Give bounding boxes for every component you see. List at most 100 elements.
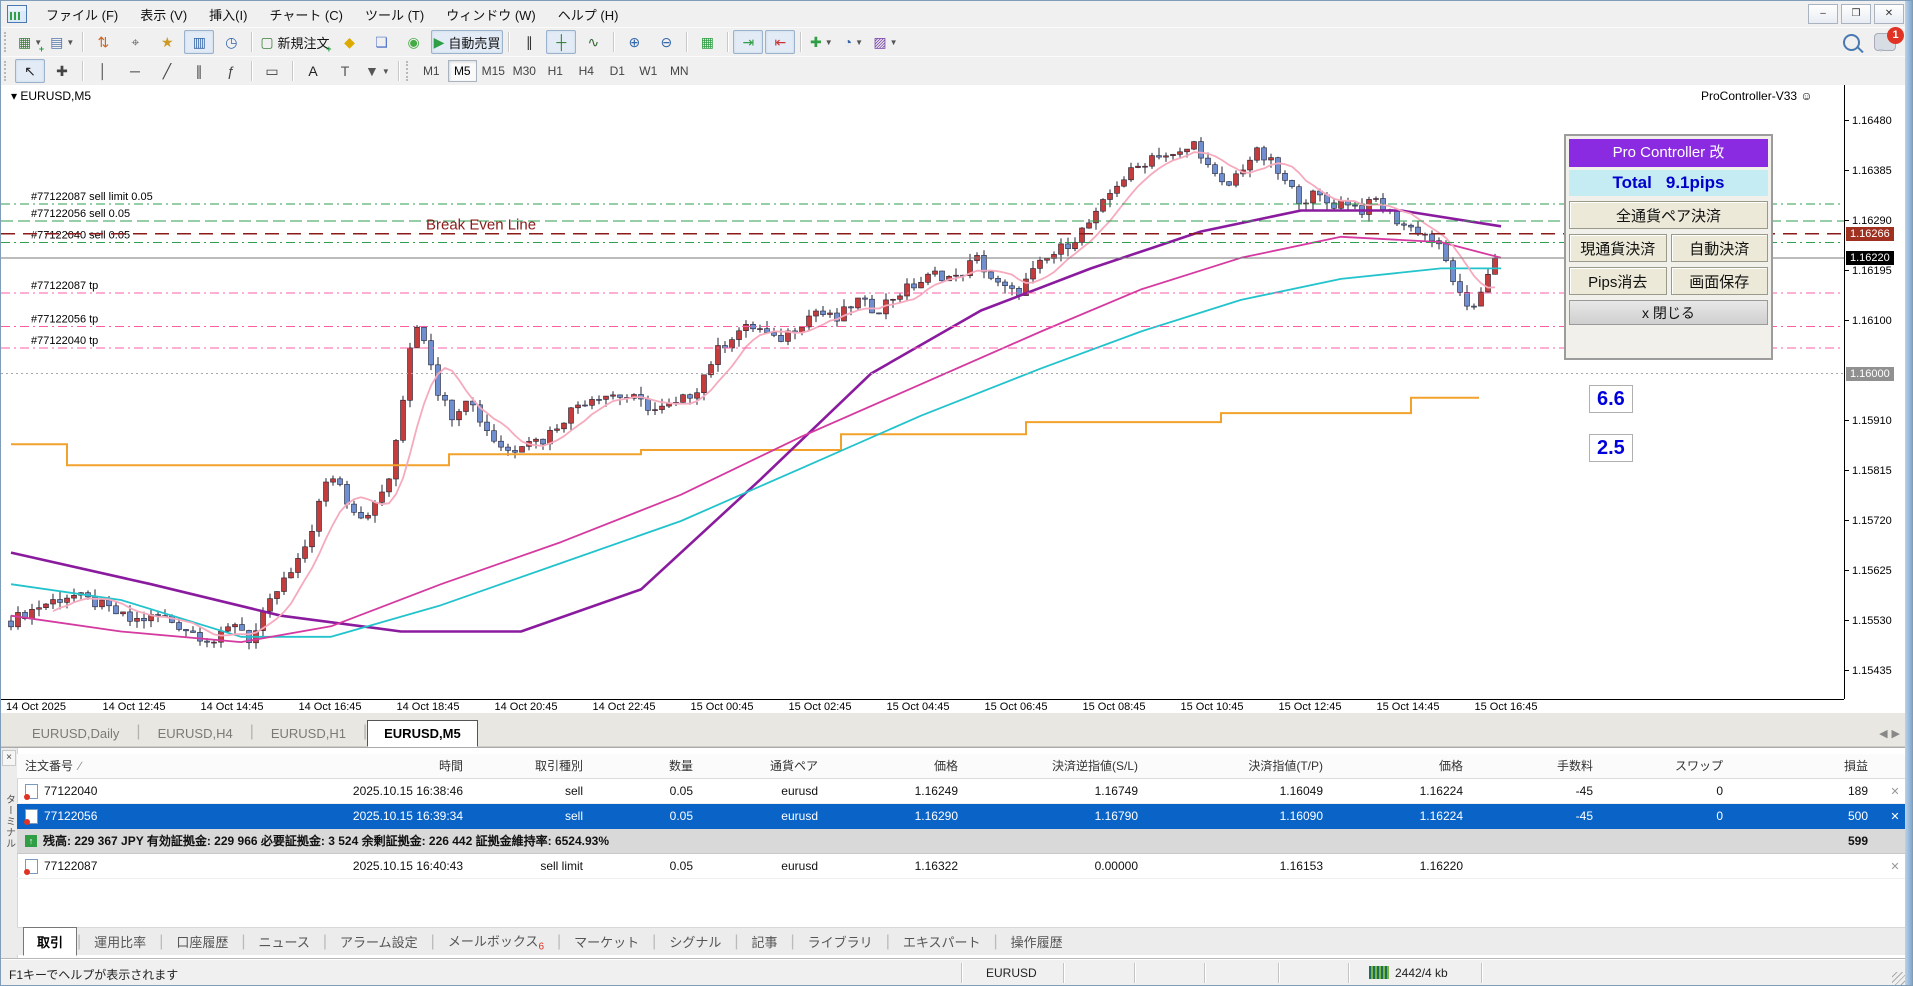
tile-windows-button[interactable]: ▦ [692, 30, 722, 54]
column-header-10[interactable]: 手数料 [1471, 754, 1601, 778]
menu-chart[interactable]: チャート (C) [269, 7, 343, 23]
auto-scroll-button[interactable]: ⇥ [733, 30, 764, 54]
close-button[interactable]: ✕ [1874, 4, 1904, 24]
column-header-11[interactable]: スワップ [1601, 754, 1731, 778]
timeframe-m30-button[interactable]: M30 [512, 64, 536, 78]
menu-help[interactable]: ヘルプ (H) [557, 7, 619, 23]
close-all-pairs-button[interactable]: 全通貨ペア決済 [1569, 201, 1768, 229]
equidistant-channel-button[interactable]: ∥ [184, 59, 214, 83]
save-screen-button[interactable]: 画面保存 [1670, 267, 1768, 295]
notifications-icon[interactable]: 1 [1874, 27, 1904, 52]
templates-button[interactable]: ▨ ▼ [870, 30, 900, 54]
column-header-9[interactable]: 価格 [1331, 754, 1471, 778]
navigator-button[interactable]: ★ [152, 30, 182, 54]
close-order-button[interactable]: ✕ [1890, 786, 1900, 798]
close-order-button[interactable]: ✕ [1890, 861, 1900, 873]
chart-area[interactable]: #77122087 sell limit 0.05 #77122056 sell … [1, 85, 1912, 714]
timeframe-m15-button[interactable]: M15 [481, 64, 505, 78]
price-chart[interactable]: #77122087 sell limit 0.05 #77122056 sell … [1, 85, 1844, 699]
terminal-tab-6[interactable]: メールボックス6 [435, 927, 557, 957]
chat-button[interactable]: ❏ [367, 30, 397, 54]
terminal-tab-5[interactable]: アラーム設定 [327, 928, 431, 955]
scroll-left-icon[interactable]: ◀ [1879, 728, 1888, 740]
clear-pips-button[interactable]: Pips消去 [1569, 267, 1667, 295]
chart-tab-eurusd-h4[interactable]: EURUSD,H4 [157, 726, 233, 741]
menu-view[interactable]: 表示 (V) [140, 7, 188, 23]
toolbar-grip[interactable] [4, 61, 10, 81]
column-header-6[interactable]: 価格 [826, 754, 966, 778]
terminal-tab-4[interactable]: ニュース [246, 928, 323, 955]
zoom-in-button[interactable]: ⊕ [619, 30, 649, 54]
menu-insert[interactable]: 挿入(I) [209, 7, 248, 23]
autotrading-button[interactable]: ▶ 自動売買 [430, 30, 504, 54]
timeframe-m1-button[interactable]: M1 [422, 64, 440, 78]
line-chart-button[interactable]: ∿ [578, 30, 608, 54]
column-header-5[interactable]: 通貨ペア [701, 754, 826, 778]
terminal-tab-3[interactable]: 口座履歴 [163, 928, 241, 955]
resize-grip[interactable] [1892, 972, 1906, 985]
close-order-button[interactable]: ✕ [1890, 811, 1900, 823]
candle-chart-button[interactable]: ┼ [546, 30, 577, 54]
data-window-button[interactable]: ⌖ [120, 30, 150, 54]
terminal-tab-8[interactable]: シグナル [656, 928, 734, 955]
metaeditor-button[interactable]: ◆ [335, 30, 365, 54]
terminal-tab-9[interactable]: 記事 [739, 928, 791, 955]
toolbar-grip[interactable] [4, 32, 10, 52]
restore-button[interactable]: ❒ [1841, 4, 1871, 24]
terminal-tab-10[interactable]: ライブラリ [795, 928, 886, 955]
horizontal-line-button[interactable]: ─ [120, 59, 150, 83]
column-header-4[interactable]: 数量 [591, 754, 701, 778]
shapes-button[interactable]: ▭ [257, 59, 287, 83]
indicators-button[interactable]: ✚ ▼ [806, 30, 836, 54]
column-header-12[interactable]: 損益 [1731, 754, 1876, 778]
column-header-2[interactable]: 時間 [271, 754, 471, 778]
price-axis[interactable]: 1.16480 1.16385 1.16290 1.16195 1.16100 1.159… [1844, 85, 1908, 699]
periods-button[interactable]: ◔ ▼ [838, 30, 868, 54]
new-order-button[interactable]: ▢ + 新規注文 [257, 30, 332, 55]
time-axis[interactable]: 14 Oct 2025 14 Oct 12:45 14 Oct 14:45 14 Oc… [1, 699, 1844, 714]
column-header-7[interactable]: 決済逆指値(S/L) [966, 754, 1146, 778]
column-header-1[interactable]: 注文番号 ∕ [17, 754, 271, 778]
vertical-line-button[interactable]: │ [88, 59, 118, 83]
menu-tools[interactable]: ツール (T) [364, 7, 425, 23]
text-button[interactable]: A [298, 59, 328, 83]
chart-tab-eurusd-h1[interactable]: EURUSD,H1 [270, 726, 346, 741]
menu-file[interactable]: ファイル (F) [46, 7, 119, 23]
collapse-icon[interactable]: ▾ [11, 89, 18, 103]
toolbar-grip[interactable] [405, 61, 412, 81]
close-current-pair-button[interactable]: 現通貨決済 [1569, 234, 1667, 262]
timeframe-m5-button[interactable]: M5 [447, 60, 477, 82]
terminal-close-button[interactable]: × [2, 750, 16, 766]
profiles-button[interactable]: ▤ ▼ [47, 30, 77, 54]
arrow-tools-button[interactable]: ▼ ▼ [362, 59, 393, 83]
order-row-77122087[interactable]: 77122087 2025.10.15 16:40:43 sell limit 0.0… [17, 854, 1912, 879]
scroll-right-icon[interactable]: ▶ [1891, 728, 1900, 740]
terminal-tab-12[interactable]: 操作履歴 [998, 928, 1076, 955]
chart-tab-eurusd-daily[interactable]: EURUSD,Daily [32, 726, 120, 741]
news-button[interactable]: ◉ [399, 30, 429, 54]
menu-window[interactable]: ウィンドウ (W) [446, 7, 536, 23]
terminal-button[interactable]: ▥ [184, 30, 215, 54]
text-label-button[interactable]: T [330, 59, 360, 83]
timeframe-h1-button[interactable]: H1 [547, 64, 563, 78]
minimize-button[interactable]: – [1808, 4, 1838, 24]
timeframe-mn-button[interactable]: MN [669, 64, 689, 78]
timeframe-w1-button[interactable]: W1 [639, 64, 658, 78]
timeframe-d1-button[interactable]: D1 [609, 64, 625, 78]
new-chart-button[interactable]: ▦ + ▼ [15, 30, 45, 55]
chart-symbol-label[interactable]: ▾ EURUSD,M5 [11, 89, 91, 103]
timeframe-h4-button[interactable]: H4 [578, 64, 594, 78]
bar-chart-button[interactable]: ∥ [514, 30, 544, 54]
order-row-77122040[interactable]: 77122040 2025.10.15 16:38:46 sell 0.05 eurus… [17, 779, 1912, 804]
order-row-77122056[interactable]: 77122056 2025.10.15 16:39:34 sell 0.05 eurus… [17, 804, 1912, 829]
search-icon[interactable] [1843, 33, 1860, 51]
trendline-button[interactable]: ╱ [152, 59, 182, 83]
terminal-tab-7[interactable]: マーケット [561, 928, 652, 955]
terminal-tab-11[interactable]: エキスパート [890, 928, 994, 955]
chart-tab-eurusd-m5[interactable]: EURUSD,M5 [367, 720, 478, 747]
column-header-8[interactable]: 決済指値(T/P) [1146, 754, 1331, 778]
panel-close-button[interactable]: x 閉じる [1569, 300, 1768, 325]
column-header-3[interactable]: 取引種別 [471, 754, 591, 778]
auto-close-button[interactable]: 自動決済 [1670, 234, 1768, 262]
chart-shift-button[interactable]: ⇤ [765, 30, 796, 54]
